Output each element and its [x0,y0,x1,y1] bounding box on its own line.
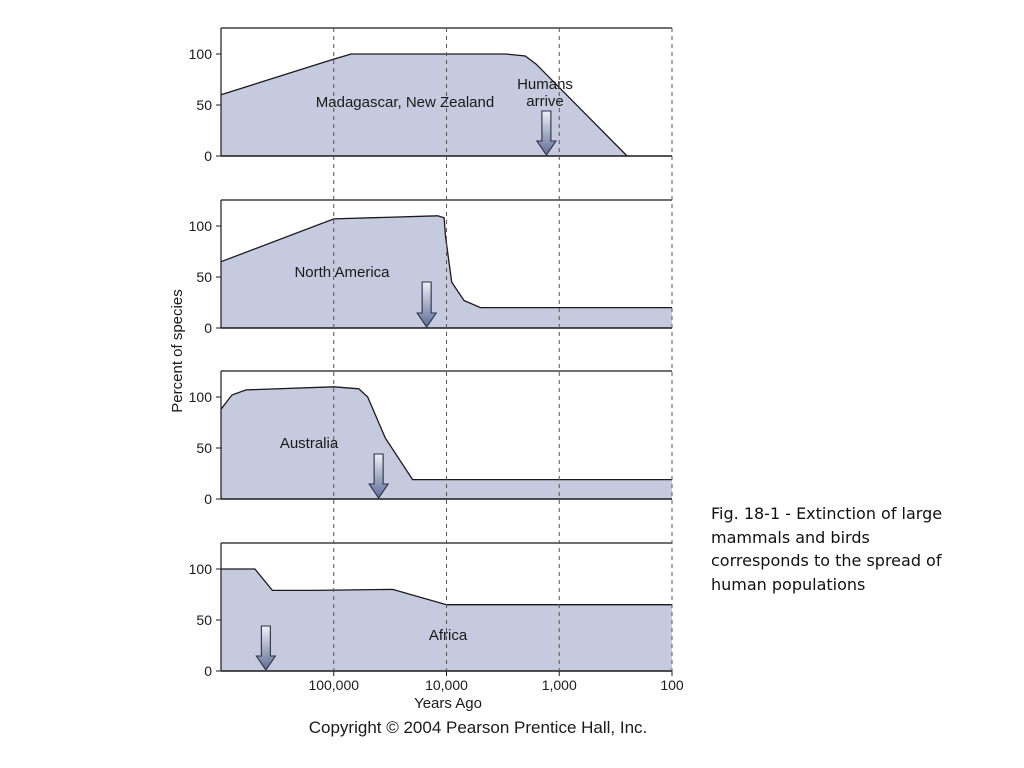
copyright-notice: Copyright © 2004 Pearson Prentice Hall, … [309,718,648,737]
y-tick-label: 100 [189,389,213,405]
y-tick-label: 50 [196,440,212,456]
y-tick-label: 0 [204,148,212,164]
panel-4: 0 50 100 Africa [189,542,672,679]
region-label: North America [294,264,390,281]
x-tick-label: 10,000 [425,677,468,693]
y-axis-title: Percent of species [169,289,186,412]
humans-arrive-arrow [368,453,390,499]
annotation-label: Humans [517,76,573,93]
y-tick-label: 50 [196,97,212,113]
area-outline [220,53,628,157]
panel-2: 0 50 100 North America [189,199,672,336]
region-label: Madagascar, New Zealand [316,94,494,111]
area-series [221,54,628,156]
y-tick-label: 100 [189,46,213,62]
region-label: Africa [429,627,468,644]
y-tick-label: 50 [196,612,212,628]
y-tick-label: 100 [189,561,213,577]
region-label: Australia [280,435,339,452]
x-tick-label: 100 [660,677,684,693]
y-tick-label: 0 [204,320,212,336]
y-tick-label: 0 [204,663,212,679]
panel-3: 0 50 100 Australia [189,370,672,507]
figure-caption: Fig. 18-1 - Extinction of large mammals … [711,504,943,594]
y-tick-label: 100 [189,218,213,234]
area-outline [220,386,672,481]
x-axis-title: Years Ago [414,695,482,712]
annotation-label: arrive [526,93,564,110]
x-tick-label: 1,000 [542,677,577,693]
x-tick-label: 100,000 [308,677,359,693]
y-tick-label: 0 [204,491,212,507]
humans-arrive-arrow [255,625,277,671]
y-tick-label: 50 [196,269,212,285]
humans-arrive-arrow [416,281,438,328]
area-outline [220,215,672,309]
humans-arrive-arrow [535,110,557,156]
panel-1: 0 50 100 Madagascar, New Zealand Humansarriv… [189,27,672,164]
